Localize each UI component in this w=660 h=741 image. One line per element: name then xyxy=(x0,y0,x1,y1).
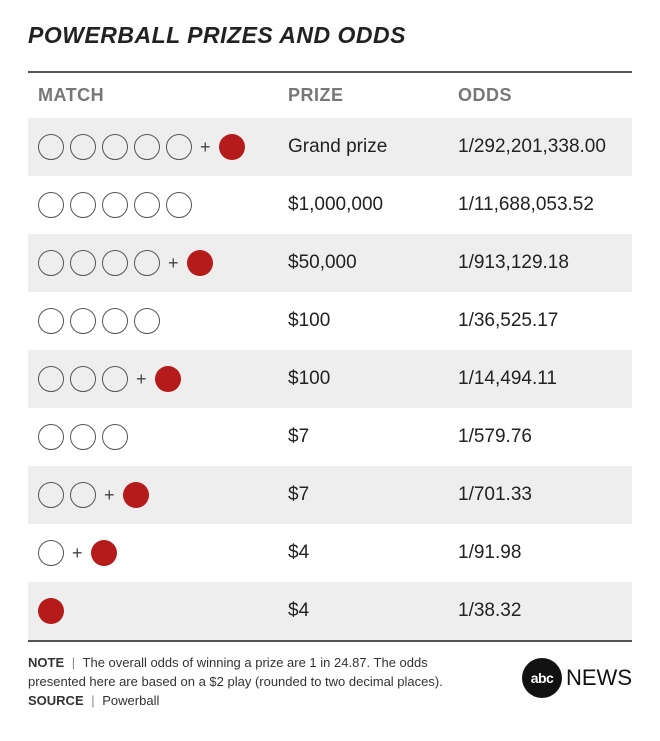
match-cell: + xyxy=(38,250,288,276)
odds-value: 1/38.32 xyxy=(458,600,622,622)
red-powerball-icon xyxy=(187,250,213,276)
white-ball-icon xyxy=(70,134,96,160)
odds-value: 1/91.98 xyxy=(458,542,622,564)
column-header-odds: ODDS xyxy=(458,85,622,106)
prize-value: Grand prize xyxy=(288,136,458,158)
column-header-prize: PRIZE xyxy=(288,85,458,106)
white-ball-icon xyxy=(70,308,96,334)
plus-icon: + xyxy=(200,137,211,158)
note-text: The overall odds of winning a prize are … xyxy=(28,655,443,689)
prize-value: $4 xyxy=(288,600,458,622)
white-ball-icon xyxy=(102,192,128,218)
odds-value: 1/36,525.17 xyxy=(458,310,622,332)
odds-value: 1/11,688,053.52 xyxy=(458,194,622,216)
match-cell: + xyxy=(38,482,288,508)
odds-value: 1/14,494.11 xyxy=(458,368,622,390)
white-ball-icon xyxy=(38,366,64,392)
white-ball-icon xyxy=(70,482,96,508)
separator: | xyxy=(91,693,94,708)
table-row: + $1001/14,494.11 xyxy=(28,350,632,408)
footer: NOTE | The overall odds of winning a pri… xyxy=(28,654,632,711)
red-powerball-icon xyxy=(219,134,245,160)
white-ball-icon xyxy=(102,250,128,276)
footer-text: NOTE | The overall odds of winning a pri… xyxy=(28,654,448,711)
white-ball-icon xyxy=(102,308,128,334)
prize-value: $100 xyxy=(288,310,458,332)
table-header-row: MATCH PRIZE ODDS xyxy=(28,73,632,118)
white-ball-icon xyxy=(102,366,128,392)
match-cell: + xyxy=(38,366,288,392)
logo-circle: abc xyxy=(522,658,562,698)
source-text: Powerball xyxy=(102,693,159,708)
table-row: $41/38.32 xyxy=(28,582,632,640)
prize-value: $50,000 xyxy=(288,252,458,274)
abc-news-logo: abc NEWS xyxy=(522,658,632,698)
prize-value: $7 xyxy=(288,426,458,448)
white-ball-icon xyxy=(70,250,96,276)
white-ball-icon xyxy=(70,192,96,218)
white-ball-icon xyxy=(38,134,64,160)
table-row: + $41/91.98 xyxy=(28,524,632,582)
match-cell xyxy=(38,308,288,334)
prize-value: $1,000,000 xyxy=(288,194,458,216)
red-powerball-icon xyxy=(155,366,181,392)
white-ball-icon xyxy=(134,134,160,160)
column-header-match: MATCH xyxy=(38,85,288,106)
match-cell: + xyxy=(38,540,288,566)
match-cell: + xyxy=(38,134,288,160)
plus-icon: + xyxy=(136,369,147,390)
white-ball-icon xyxy=(38,192,64,218)
white-ball-icon xyxy=(102,424,128,450)
white-ball-icon xyxy=(166,134,192,160)
white-ball-icon xyxy=(70,424,96,450)
white-ball-icon xyxy=(38,250,64,276)
red-powerball-icon xyxy=(38,598,64,624)
table-row: + $50,0001/913,129.18 xyxy=(28,234,632,292)
odds-value: 1/913,129.18 xyxy=(458,252,622,274)
red-powerball-icon xyxy=(91,540,117,566)
red-powerball-icon xyxy=(123,482,149,508)
logo-text: NEWS xyxy=(566,665,632,691)
white-ball-icon xyxy=(166,192,192,218)
table-row: + $71/701.33 xyxy=(28,466,632,524)
plus-icon: + xyxy=(104,485,115,506)
white-ball-icon xyxy=(38,482,64,508)
white-ball-icon xyxy=(70,366,96,392)
note-label: NOTE xyxy=(28,655,64,670)
page-title: POWERBALL PRIZES AND ODDS xyxy=(28,22,632,49)
odds-value: 1/292,201,338.00 xyxy=(458,136,622,158)
table-row: $1001/36,525.17 xyxy=(28,292,632,350)
odds-value: 1/701.33 xyxy=(458,484,622,506)
plus-icon: + xyxy=(72,543,83,564)
white-ball-icon xyxy=(38,424,64,450)
separator: | xyxy=(72,655,75,670)
white-ball-icon xyxy=(38,540,64,566)
match-cell xyxy=(38,598,288,624)
prize-value: $7 xyxy=(288,484,458,506)
white-ball-icon xyxy=(102,134,128,160)
plus-icon: + xyxy=(168,253,179,274)
prize-value: $4 xyxy=(288,542,458,564)
prize-value: $100 xyxy=(288,368,458,390)
match-cell xyxy=(38,424,288,450)
table-row: + Grand prize1/292,201,338.00 xyxy=(28,118,632,176)
table-row: $71/579.76 xyxy=(28,408,632,466)
match-cell xyxy=(38,192,288,218)
prizes-table: MATCH PRIZE ODDS + Grand prize1/292,201,3… xyxy=(28,71,632,642)
white-ball-icon xyxy=(134,250,160,276)
white-ball-icon xyxy=(134,192,160,218)
white-ball-icon xyxy=(134,308,160,334)
white-ball-icon xyxy=(38,308,64,334)
source-label: SOURCE xyxy=(28,693,84,708)
table-row: $1,000,0001/11,688,053.52 xyxy=(28,176,632,234)
odds-value: 1/579.76 xyxy=(458,426,622,448)
